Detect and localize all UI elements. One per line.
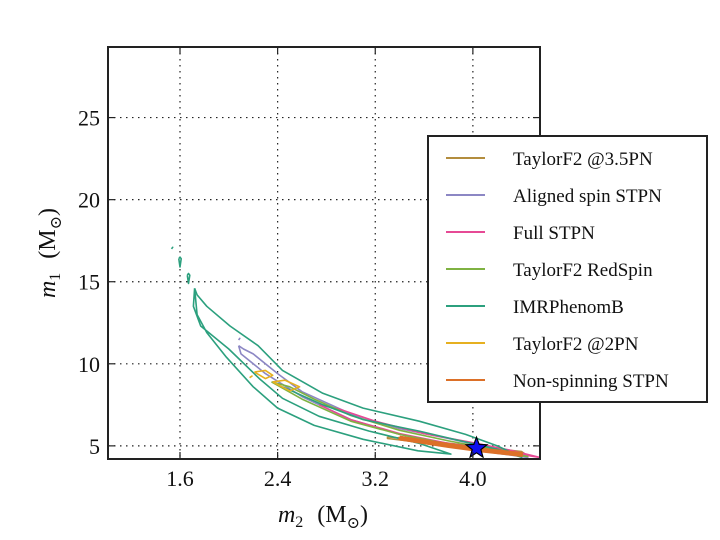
x-axis-unit-sub: ⊙ bbox=[347, 515, 360, 532]
contour-layer bbox=[170, 246, 540, 459]
x-tick-label: 2.4 bbox=[264, 466, 292, 491]
contour-series-imrphenomb bbox=[170, 246, 523, 459]
legend-item: TaylorF2 RedSpin bbox=[446, 260, 653, 281]
injection-star-marker bbox=[464, 435, 489, 459]
legend-item: Full STPN bbox=[446, 223, 595, 244]
y-axis-symbol: m bbox=[35, 281, 61, 298]
contour-line bbox=[186, 272, 191, 285]
y-axis-subscript: 1 bbox=[47, 273, 64, 281]
legend: TaylorF2 @3.5PN Aligned spin STPN Full STP… bbox=[427, 135, 708, 403]
contour-line bbox=[178, 256, 182, 268]
legend-label: TaylorF2 @2PN bbox=[513, 334, 639, 355]
y-tick-label: 5 bbox=[89, 434, 100, 459]
y-tick-label: 10 bbox=[78, 352, 100, 377]
contour-line bbox=[237, 337, 241, 341]
contour-series-non-spinning-stpn bbox=[398, 435, 523, 457]
y-tick-label: 25 bbox=[78, 106, 100, 131]
y-tick-labels: 5 10 15 20 25 bbox=[78, 106, 100, 459]
legend-label: Aligned spin STPN bbox=[513, 186, 662, 207]
x-axis-label: m2 (M⊙) bbox=[278, 502, 368, 532]
legend-label: IMRPhenomB bbox=[513, 297, 624, 318]
y-axis-unit: (M bbox=[35, 229, 61, 258]
y-axis-label: m1 (M⊙) bbox=[35, 208, 65, 298]
y-axis-unit-sub: ⊙ bbox=[48, 216, 65, 229]
contour-series-full-stpn bbox=[318, 404, 540, 459]
legend-item: Non-spinning STPN bbox=[446, 371, 669, 392]
contour-series-taylorf2-2pn bbox=[249, 369, 301, 392]
legend-item: IMRPhenomB bbox=[446, 297, 624, 318]
legend-item: TaylorF2 @3.5PN bbox=[446, 149, 653, 170]
contour-line bbox=[318, 404, 540, 459]
legend-item: Aligned spin STPN bbox=[446, 186, 662, 207]
x-tick-labels: 1.6 2.4 3.2 4.0 bbox=[166, 466, 486, 491]
legend-label: TaylorF2 RedSpin bbox=[513, 260, 653, 281]
legend-label: TaylorF2 @3.5PN bbox=[513, 149, 653, 170]
x-tick-label: 3.2 bbox=[362, 466, 390, 491]
legend-item: TaylorF2 @2PN bbox=[446, 334, 639, 355]
contour-line bbox=[272, 379, 301, 392]
x-axis-symbol: m bbox=[278, 502, 295, 528]
injection-marker-layer bbox=[464, 435, 489, 459]
x-tick-label: 1.6 bbox=[166, 466, 194, 491]
contour-line bbox=[193, 288, 523, 459]
y-axis-close: ) bbox=[35, 208, 61, 216]
legend-label: Non-spinning STPN bbox=[513, 371, 669, 392]
legend-label: Full STPN bbox=[513, 223, 595, 244]
contour-line bbox=[170, 246, 174, 250]
x-tick-label: 4.0 bbox=[459, 466, 487, 491]
x-axis-close: ) bbox=[360, 502, 368, 528]
y-tick-label: 15 bbox=[78, 270, 100, 295]
contour-line bbox=[253, 369, 274, 380]
y-tick-label: 20 bbox=[78, 188, 100, 213]
x-axis-unit: (M bbox=[317, 502, 346, 528]
contour-line bbox=[398, 435, 523, 457]
x-axis-subscript: 2 bbox=[295, 514, 303, 531]
contour-line bbox=[192, 288, 452, 455]
contour-line bbox=[249, 375, 253, 379]
